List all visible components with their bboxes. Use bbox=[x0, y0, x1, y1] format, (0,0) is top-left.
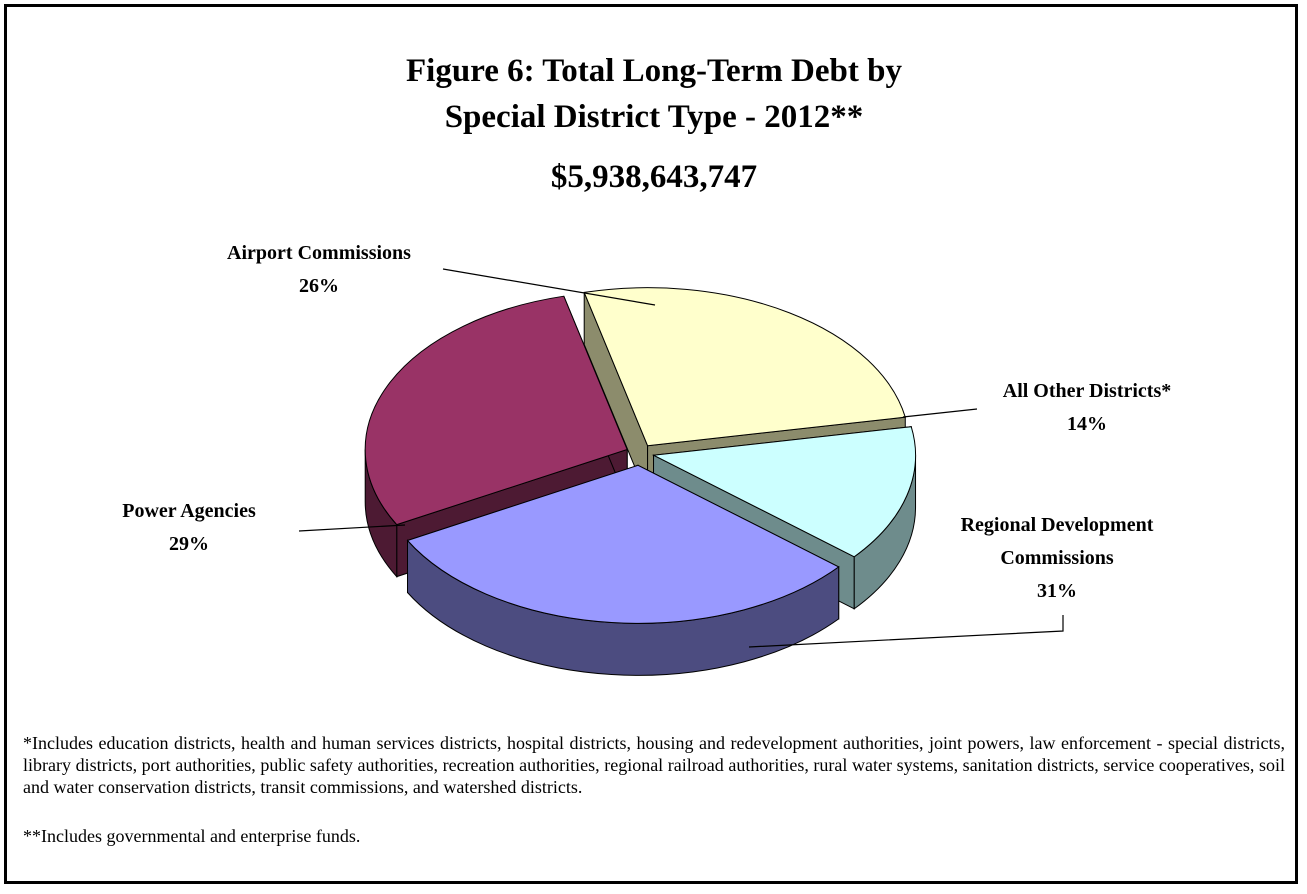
label-regional-development: Regional Development bbox=[961, 514, 1154, 536]
slice-airport-commissions bbox=[583, 287, 906, 447]
label-airport-commissions: Airport Commissions bbox=[227, 242, 411, 264]
label-commissions: Commissions bbox=[1000, 547, 1114, 569]
slice-regional-development bbox=[406, 464, 840, 624]
leader-power-agencies bbox=[298, 524, 406, 532]
label-all-other-districts: All Other Districts* bbox=[1003, 380, 1172, 402]
pct-regional-development: 31% bbox=[1037, 580, 1077, 602]
pct-all-other-districts: 14% bbox=[1067, 413, 1107, 435]
chart-title: Figure 6: Total Long-Term Debt by bbox=[406, 53, 902, 89]
label-power-agencies: Power Agencies bbox=[122, 500, 256, 522]
slice-all-other-districts bbox=[651, 426, 917, 558]
chart-subtitle: $5,938,643,747 bbox=[550, 159, 758, 195]
footnote-funds: **Includes governmental and enterprise f… bbox=[23, 826, 361, 846]
leader-regional-development bbox=[748, 615, 1064, 648]
slice-power-agencies bbox=[364, 295, 628, 526]
footnote-other-districts: *Includes education districts, health an… bbox=[23, 733, 1285, 797]
leader-airport-commissions bbox=[442, 268, 656, 306]
leader-all-other-districts bbox=[902, 408, 978, 418]
chart-frame: Figure 6: Total Long-Term Debt by Specia… bbox=[4, 4, 1298, 884]
pct-airport-commissions: 26% bbox=[299, 275, 339, 297]
pct-power-agencies: 29% bbox=[169, 533, 209, 555]
pie-chart: Airport Commissions 26% All Other Distri… bbox=[122, 242, 1172, 676]
chart-title-line2: Special District Type - 2012** bbox=[444, 99, 864, 135]
